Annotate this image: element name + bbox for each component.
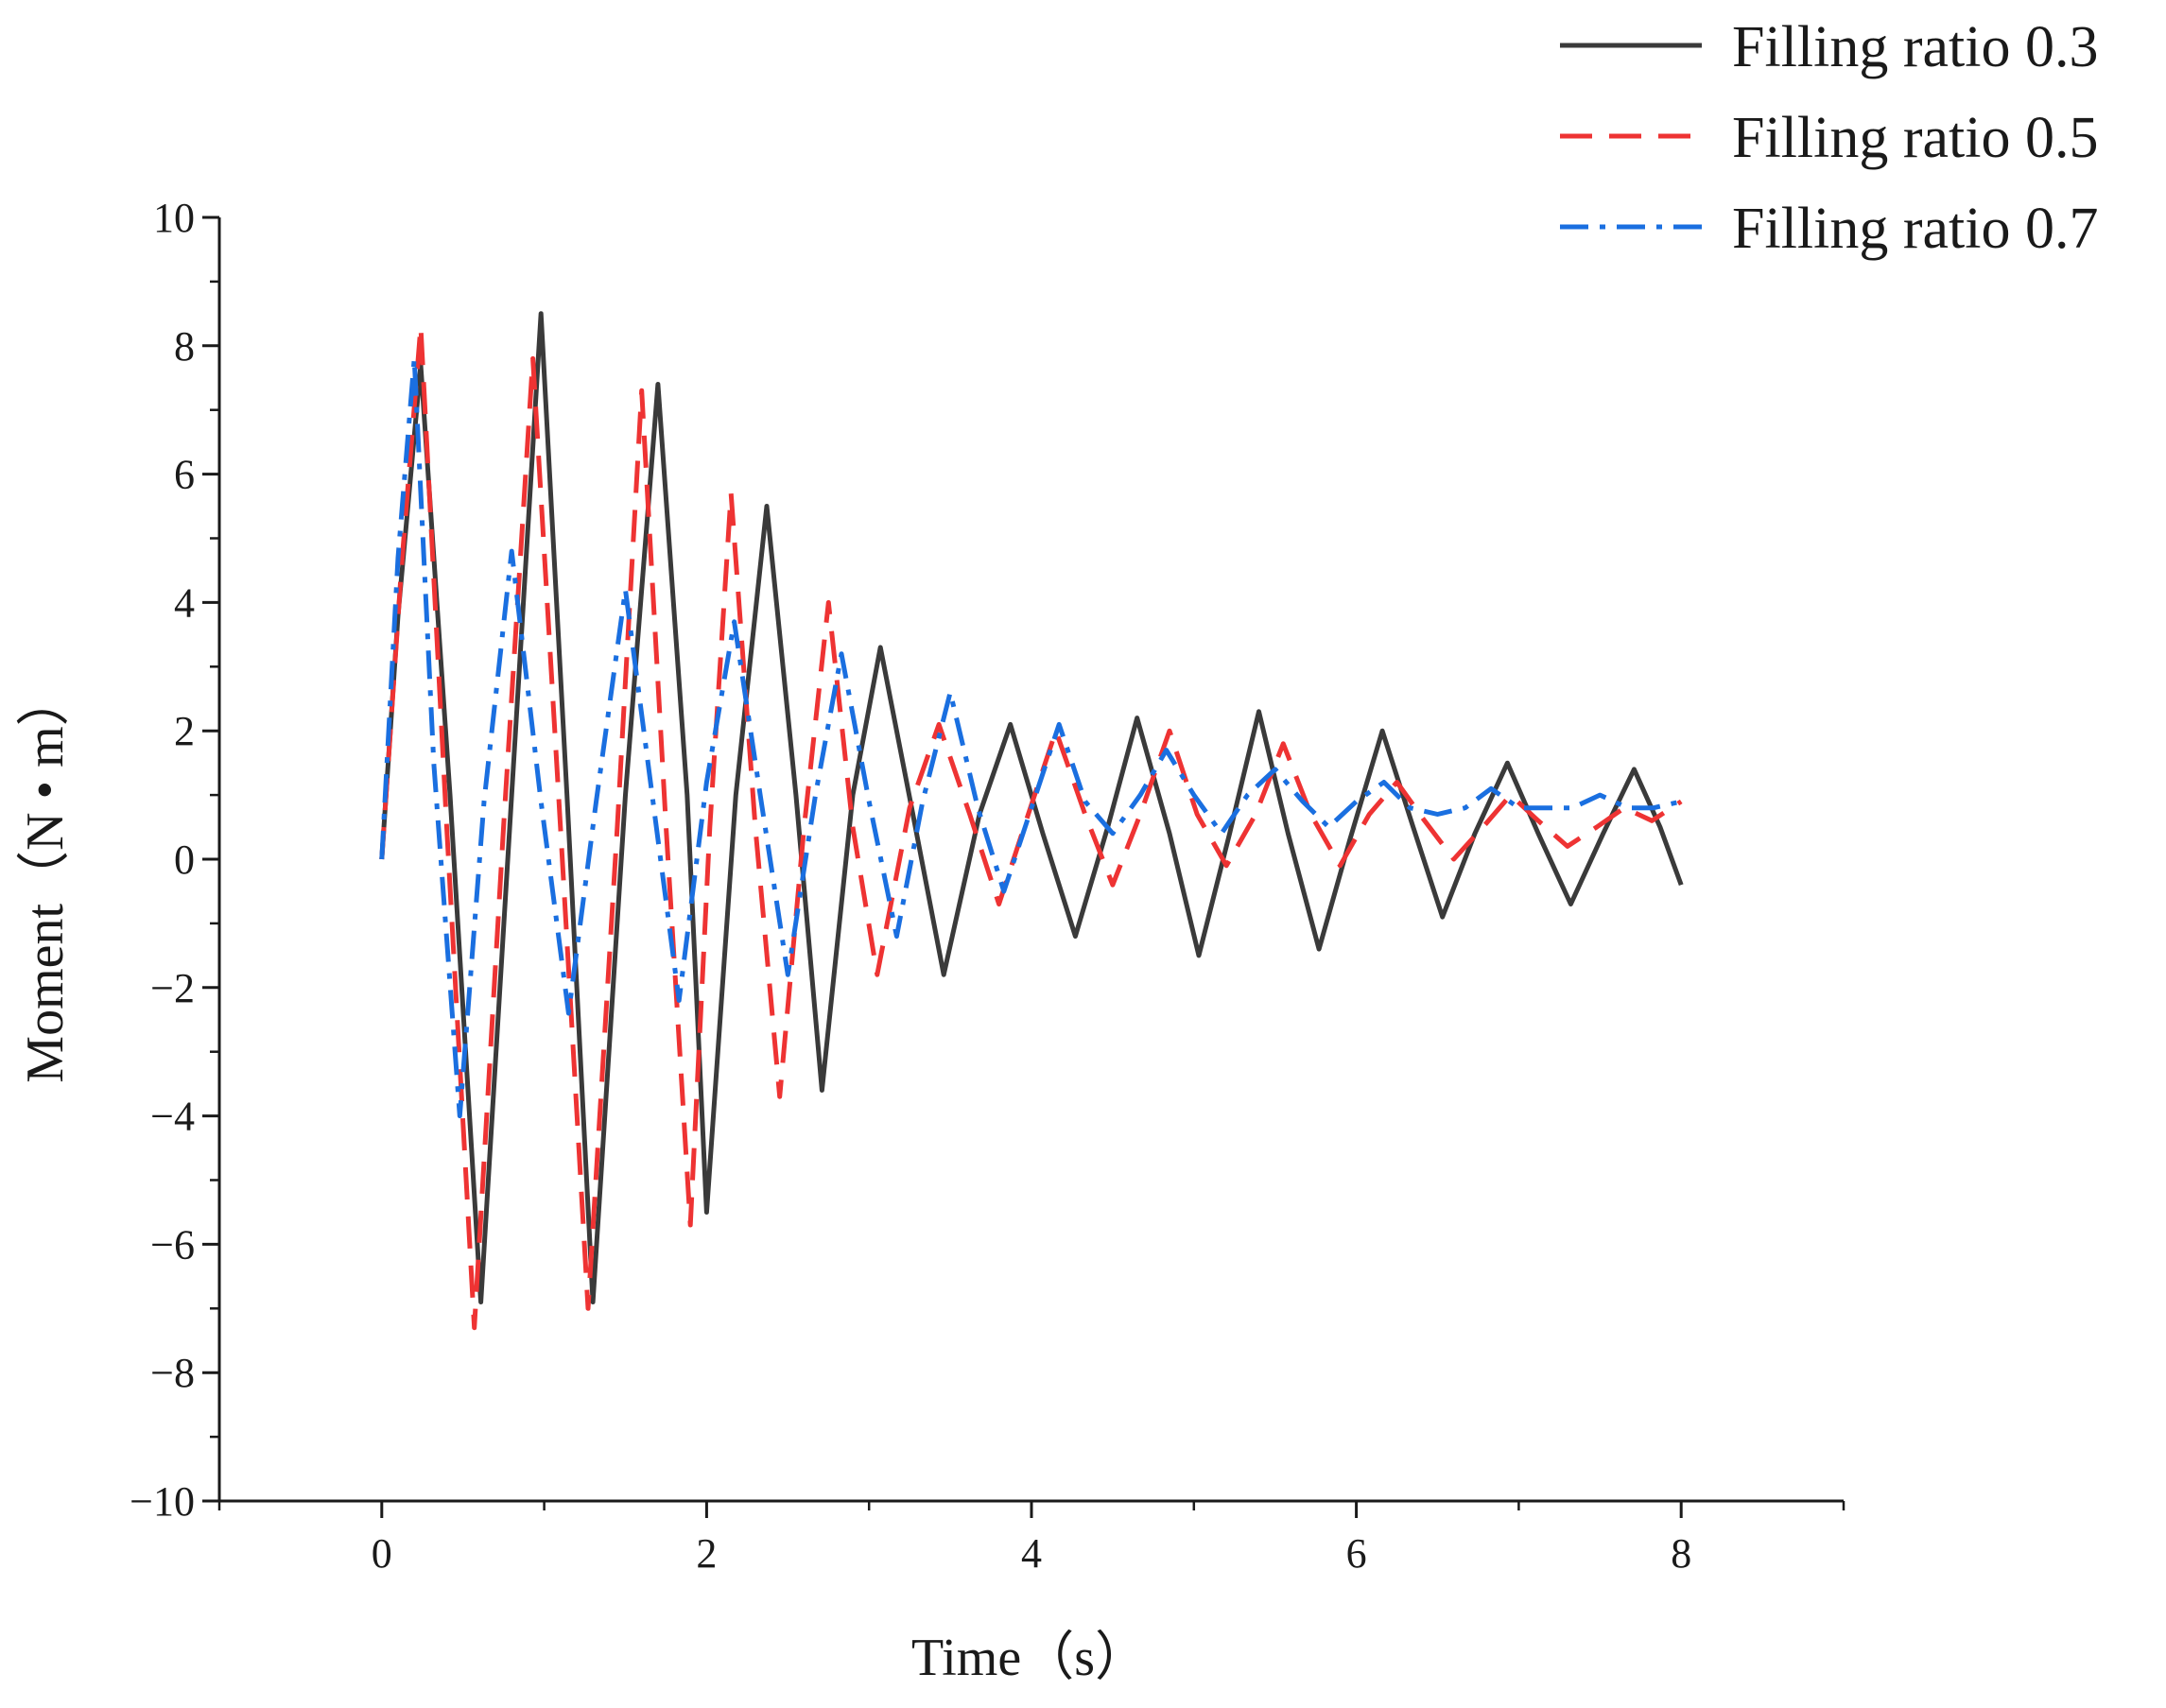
- y-tick-label: 0: [174, 837, 195, 883]
- y-tick-label: 4: [174, 579, 195, 626]
- x-tick-label: 4: [1021, 1530, 1042, 1577]
- y-tick-label: 2: [174, 708, 195, 754]
- x-tick-label: 2: [696, 1530, 717, 1577]
- series-layer: [379, 311, 1684, 1331]
- y-tick-label: 8: [174, 323, 195, 370]
- x-tick-label: 6: [1346, 1530, 1367, 1577]
- y-tick-label: −4: [150, 1094, 195, 1140]
- legend-label-2: Filling ratio 0.5: [1732, 106, 2099, 170]
- legend-label-3: Filling ratio 0.7: [1732, 197, 2099, 261]
- y-axis-title: Moment（N • m）: [16, 673, 75, 1082]
- legend-label-1: Filling ratio 0.3: [1732, 15, 2099, 79]
- series-line-2: [379, 323, 1683, 1331]
- y-tick-label: −8: [150, 1350, 195, 1396]
- x-tick-label: 8: [1671, 1530, 1691, 1577]
- y-tick-label: −6: [150, 1221, 195, 1268]
- y-tick-label: 6: [174, 452, 195, 498]
- x-tick-label: 0: [372, 1530, 392, 1577]
- y-tick-label: −2: [150, 965, 195, 1011]
- series-line-3: [379, 355, 1682, 1119]
- axes: [217, 217, 1844, 1503]
- y-tick-label: 10: [153, 195, 195, 241]
- x-axis-title: Time（s）: [911, 1629, 1148, 1687]
- y-tick-label: −10: [130, 1478, 195, 1525]
- legend: Filling ratio 0.3 Filling ratio 0.5 Fillin…: [1560, 15, 2099, 261]
- ticks: −10 −8 −6 −4 −2 0 2 4 6 8 10 0 2 4 6 8: [130, 195, 1845, 1577]
